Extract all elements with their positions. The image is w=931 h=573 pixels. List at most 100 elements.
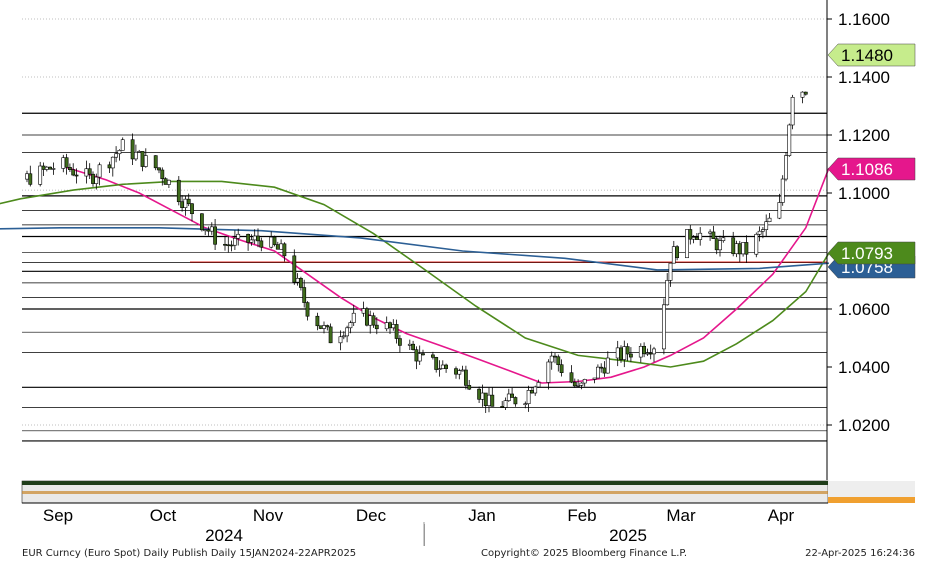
candle-body — [718, 240, 722, 251]
y-tick-label: 1.0600 — [838, 300, 890, 319]
y-tick-label: 1.1200 — [838, 126, 890, 145]
candle-body — [114, 153, 119, 158]
candle-body — [784, 155, 788, 180]
candle-body — [282, 243, 287, 257]
candle-body — [176, 179, 181, 203]
candle-body — [71, 169, 76, 176]
candle-body — [249, 239, 254, 243]
candle-body — [200, 213, 204, 231]
year-label: 2025 — [609, 526, 647, 545]
candle-body — [467, 385, 472, 390]
candle-body — [767, 217, 772, 223]
x-tick-label: Dec — [356, 506, 387, 525]
candle-body — [529, 390, 534, 394]
footer-copyright: Copyright© 2025 Bloomberg Finance L.P. — [481, 548, 688, 559]
candle-body — [51, 168, 56, 170]
candle-body — [800, 91, 805, 98]
year-label: 2024 — [205, 526, 243, 545]
candle-body — [457, 370, 462, 375]
candle-body — [741, 242, 746, 255]
candle-body — [64, 157, 69, 168]
candle-body — [384, 322, 389, 330]
candle-body — [642, 345, 647, 355]
candle-body — [130, 139, 135, 160]
candle-body — [622, 346, 627, 360]
candle-body — [229, 244, 234, 247]
candle-body — [513, 397, 518, 405]
candle-body — [368, 315, 373, 326]
candle-body — [233, 237, 237, 246]
x-tick-label: Nov — [253, 506, 284, 525]
candle-body — [559, 364, 564, 374]
candle-body — [698, 232, 703, 240]
candle-body — [94, 176, 99, 184]
candle-body — [549, 355, 554, 363]
candle-body — [533, 386, 538, 394]
candle-body — [209, 226, 214, 232]
candle-body — [711, 231, 716, 239]
candle-body — [206, 229, 211, 232]
candle-body — [625, 346, 630, 355]
candle-body — [477, 388, 482, 400]
candle-body — [74, 174, 79, 177]
candle-body — [619, 347, 623, 360]
candle-body — [305, 302, 310, 317]
candle-body — [167, 179, 171, 185]
candle-body — [411, 343, 416, 351]
candle-body — [615, 347, 620, 359]
candle-body — [694, 237, 699, 240]
footer-timestamp: 22-Apr-2025 16:24:36 — [805, 548, 915, 559]
candle-body — [572, 381, 577, 387]
candle-body — [460, 369, 465, 372]
candle-body — [186, 198, 191, 205]
candle-body — [708, 231, 713, 234]
candle-body — [315, 315, 320, 327]
candle-body — [780, 178, 785, 203]
candle-body — [361, 308, 366, 314]
candle-body — [120, 139, 125, 151]
candle-body — [661, 304, 666, 350]
candle-body — [338, 336, 343, 344]
candle-body — [764, 221, 769, 230]
moving-average-line-2 — [0, 180, 830, 368]
y-tick-label: 1.0200 — [838, 416, 890, 435]
candle-body — [731, 237, 736, 255]
candle-body — [579, 382, 584, 386]
candle-body — [153, 155, 158, 169]
candle-body — [503, 400, 508, 408]
candle-body — [803, 91, 808, 95]
candle-body — [440, 364, 445, 369]
candle-body — [272, 236, 277, 245]
candle-body — [434, 357, 439, 370]
indicator-scale-bar — [828, 497, 915, 503]
candle-body — [28, 173, 33, 185]
y-tick-label: 1.1000 — [838, 184, 890, 203]
candle-body — [203, 229, 208, 232]
candle-body — [322, 325, 326, 329]
footer-source: EUR Curncy (Euro Spot) Daily Publish Dai… — [22, 548, 357, 559]
candle-body — [68, 166, 72, 170]
candle-body — [721, 237, 726, 242]
price-tag-label: 1.1480 — [841, 46, 893, 65]
candle-body — [506, 393, 511, 401]
candle-body — [734, 243, 739, 255]
candle-body — [652, 348, 656, 355]
candle-body — [714, 238, 719, 251]
candle-body — [665, 280, 670, 306]
candle-body — [295, 277, 300, 283]
price-tag-label: 1.0793 — [841, 244, 893, 263]
candle-body — [757, 230, 762, 235]
price-tag — [827, 241, 916, 265]
y-tick-label: 1.1600 — [838, 10, 890, 29]
candle-body — [414, 349, 419, 362]
candle-body — [302, 287, 307, 303]
candle-body — [688, 229, 693, 240]
candle-body — [599, 366, 604, 369]
candle-body — [140, 151, 145, 167]
candle-body — [510, 393, 515, 398]
candle-body — [180, 201, 185, 208]
candle-body — [246, 233, 251, 243]
moving-average-line-1 — [66, 166, 830, 384]
candle-body — [137, 151, 142, 153]
candle-body — [645, 352, 650, 355]
